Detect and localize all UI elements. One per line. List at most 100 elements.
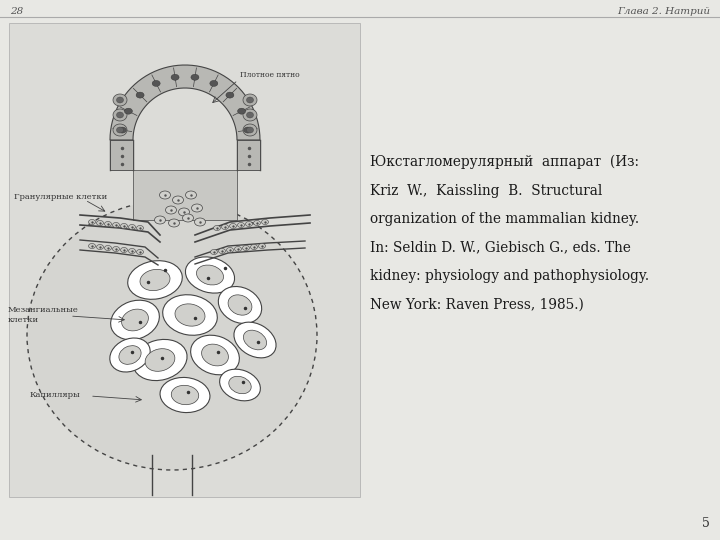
- Ellipse shape: [137, 226, 143, 231]
- Ellipse shape: [261, 219, 269, 225]
- Ellipse shape: [168, 219, 179, 227]
- Ellipse shape: [179, 208, 189, 216]
- Ellipse shape: [210, 249, 217, 254]
- Ellipse shape: [117, 127, 124, 133]
- Ellipse shape: [210, 80, 218, 86]
- Ellipse shape: [113, 109, 127, 121]
- Ellipse shape: [137, 249, 143, 254]
- Ellipse shape: [218, 248, 225, 253]
- Ellipse shape: [120, 224, 127, 228]
- Ellipse shape: [251, 245, 258, 249]
- Ellipse shape: [191, 335, 239, 375]
- Ellipse shape: [27, 200, 317, 470]
- Ellipse shape: [160, 191, 171, 199]
- Ellipse shape: [230, 224, 236, 228]
- Text: Мезангиальные
клетки: Мезангиальные клетки: [8, 306, 78, 324]
- Ellipse shape: [136, 92, 144, 98]
- Text: Плотное пятно: Плотное пятно: [240, 71, 300, 79]
- Ellipse shape: [235, 246, 241, 252]
- Ellipse shape: [125, 108, 132, 114]
- Ellipse shape: [229, 376, 251, 394]
- Ellipse shape: [171, 75, 179, 80]
- Ellipse shape: [163, 295, 217, 335]
- Ellipse shape: [171, 386, 199, 404]
- Ellipse shape: [197, 265, 223, 285]
- Ellipse shape: [160, 377, 210, 413]
- Ellipse shape: [118, 127, 126, 133]
- Ellipse shape: [234, 322, 276, 358]
- Ellipse shape: [112, 246, 120, 252]
- Text: In: Seldin D. W., Giebisch G., eds. The: In: Seldin D. W., Giebisch G., eds. The: [370, 240, 631, 254]
- Text: Юкстагломерулярный  аппарат  (Из:: Юкстагломерулярный аппарат (Из:: [370, 155, 639, 170]
- Text: Капилляры: Капилляры: [30, 391, 81, 399]
- Ellipse shape: [133, 340, 187, 381]
- Text: kidney: physiology and pathophysiology.: kidney: physiology and pathophysiology.: [370, 269, 649, 283]
- Ellipse shape: [226, 92, 234, 98]
- Ellipse shape: [122, 309, 148, 331]
- Ellipse shape: [202, 344, 228, 366]
- Ellipse shape: [228, 295, 252, 315]
- Text: New York: Raven Press, 1985.): New York: Raven Press, 1985.): [370, 298, 584, 312]
- Text: organization of the mammalian kidney.: organization of the mammalian kidney.: [370, 212, 639, 226]
- Ellipse shape: [227, 247, 233, 253]
- Ellipse shape: [243, 246, 250, 251]
- Ellipse shape: [246, 112, 253, 118]
- Ellipse shape: [96, 245, 104, 249]
- Ellipse shape: [243, 127, 252, 133]
- Ellipse shape: [192, 204, 202, 212]
- Ellipse shape: [243, 109, 257, 121]
- Ellipse shape: [258, 244, 266, 248]
- Ellipse shape: [104, 221, 112, 226]
- Ellipse shape: [145, 349, 175, 372]
- Bar: [133, 170, 237, 220]
- Ellipse shape: [113, 94, 127, 106]
- Bar: [9, 23, 360, 497]
- Text: Глава 2. Натрий: Глава 2. Натрий: [617, 8, 710, 17]
- Ellipse shape: [127, 261, 182, 299]
- Ellipse shape: [166, 206, 176, 214]
- Ellipse shape: [117, 112, 124, 118]
- Ellipse shape: [246, 221, 253, 226]
- Text: Kriz  W.,  Kaissling  B.  Structural: Kriz W., Kaissling B. Structural: [370, 184, 603, 198]
- Ellipse shape: [155, 216, 166, 224]
- Ellipse shape: [111, 300, 159, 340]
- Ellipse shape: [128, 248, 135, 253]
- Ellipse shape: [246, 97, 253, 103]
- Ellipse shape: [246, 127, 253, 133]
- Ellipse shape: [175, 304, 205, 326]
- Text: Гранулярные клетки: Гранулярные клетки: [14, 193, 107, 201]
- Ellipse shape: [238, 222, 245, 227]
- Ellipse shape: [110, 338, 150, 372]
- Ellipse shape: [152, 80, 160, 86]
- Text: 5: 5: [702, 517, 710, 530]
- Ellipse shape: [222, 225, 228, 230]
- Polygon shape: [237, 140, 260, 170]
- Ellipse shape: [89, 244, 96, 248]
- Ellipse shape: [140, 269, 170, 291]
- Ellipse shape: [218, 287, 261, 323]
- Ellipse shape: [120, 247, 127, 253]
- Ellipse shape: [243, 330, 266, 350]
- Ellipse shape: [173, 196, 184, 204]
- Ellipse shape: [128, 225, 135, 230]
- Ellipse shape: [214, 226, 220, 231]
- Ellipse shape: [220, 369, 261, 401]
- Ellipse shape: [182, 214, 194, 222]
- Ellipse shape: [112, 222, 120, 227]
- Ellipse shape: [253, 220, 261, 226]
- Ellipse shape: [186, 191, 197, 199]
- Ellipse shape: [104, 246, 112, 251]
- Ellipse shape: [186, 257, 235, 293]
- Ellipse shape: [194, 218, 205, 226]
- Ellipse shape: [117, 97, 124, 103]
- Text: 28: 28: [10, 8, 23, 17]
- Ellipse shape: [243, 94, 257, 106]
- Ellipse shape: [119, 346, 141, 365]
- Ellipse shape: [243, 124, 257, 136]
- Ellipse shape: [113, 124, 127, 136]
- Polygon shape: [110, 65, 260, 140]
- Ellipse shape: [191, 75, 199, 80]
- Ellipse shape: [89, 219, 96, 225]
- Polygon shape: [110, 140, 133, 170]
- Ellipse shape: [96, 220, 104, 226]
